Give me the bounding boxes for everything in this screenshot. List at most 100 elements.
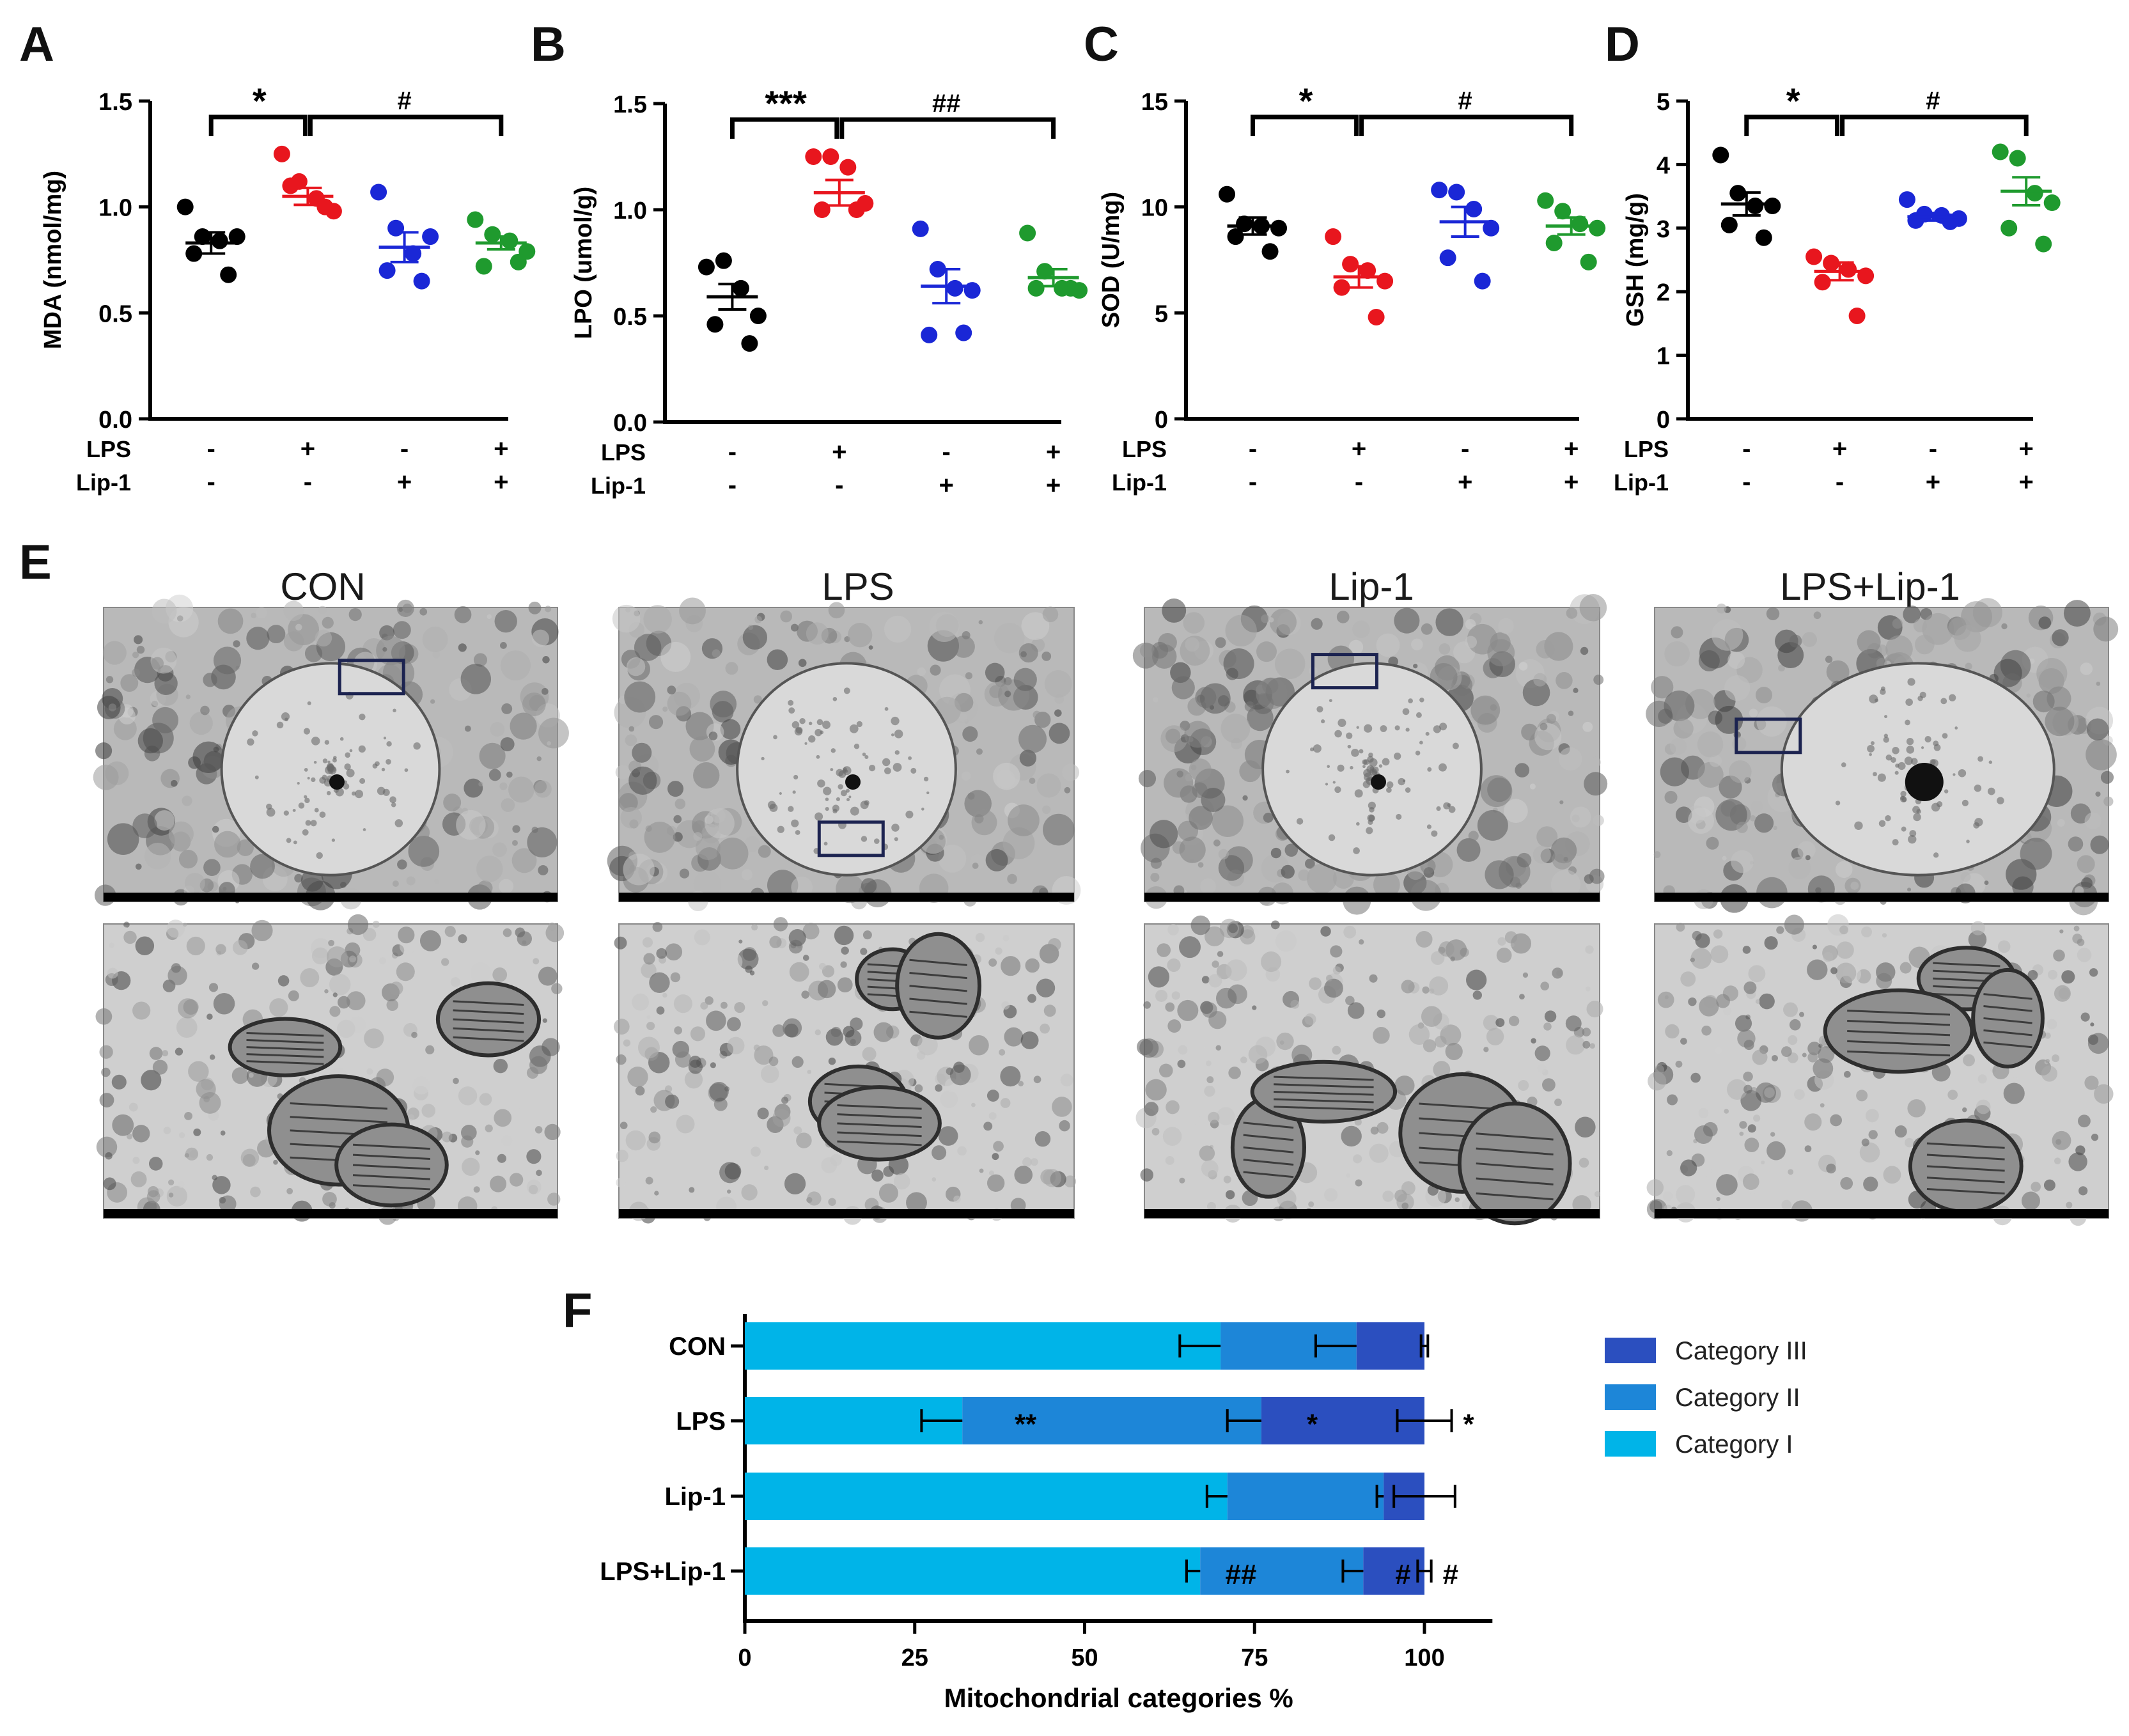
em-texture — [1883, 1166, 1901, 1184]
bar-segment — [1363, 1547, 1424, 1595]
em-texture — [1064, 786, 1071, 794]
em-texture — [422, 626, 448, 652]
em-texture — [708, 731, 718, 740]
em-texture — [2080, 1012, 2090, 1022]
em-texture — [1291, 1044, 1313, 1065]
em-texture — [674, 1026, 682, 1035]
em-texture — [95, 742, 113, 760]
em-texture — [1226, 1190, 1235, 1200]
em-texture — [1753, 1114, 1761, 1122]
em-texture — [1698, 650, 1720, 671]
em-texture — [324, 989, 329, 994]
em-chromatin — [316, 852, 323, 859]
em-texture — [1456, 838, 1481, 862]
lps-row-label: LPS — [1624, 436, 1669, 462]
em-texture — [135, 863, 142, 870]
em-texture — [1197, 862, 1204, 868]
em-texture — [1052, 1097, 1072, 1117]
em-chromatin — [788, 707, 795, 714]
em-chromatin — [1353, 847, 1360, 854]
em-texture — [123, 921, 130, 928]
em-texture — [710, 1062, 716, 1068]
em-texture — [1706, 836, 1719, 850]
em-chromatin — [831, 748, 836, 753]
em-chromatin — [830, 768, 834, 772]
em-texture — [1915, 634, 1935, 655]
em-texture — [1002, 935, 1010, 942]
em-texture — [378, 957, 387, 965]
em-texture — [2090, 1022, 2094, 1027]
em-texture — [1359, 939, 1364, 945]
em-chromatin — [302, 829, 309, 836]
em-chromatin — [1415, 750, 1421, 756]
em-texture — [1903, 605, 1921, 623]
em-texture — [1805, 855, 1811, 861]
em-chromatin — [1310, 747, 1314, 752]
data-point — [1712, 146, 1729, 164]
em-texture — [192, 741, 224, 774]
em-texture — [2091, 1134, 2099, 1141]
em-texture — [1788, 856, 1811, 880]
x-tick-label: 75 — [1241, 1645, 1268, 1671]
em-texture — [536, 756, 542, 762]
em-texture — [1947, 1090, 1958, 1100]
em-texture — [250, 1186, 261, 1198]
em-texture — [1747, 1124, 1756, 1133]
data-point — [1755, 229, 1772, 246]
em-texture — [1789, 634, 1802, 648]
em-texture — [193, 1128, 201, 1136]
em-texture — [665, 943, 683, 961]
em-chromatin — [894, 750, 900, 755]
legend-swatch — [1605, 1431, 1656, 1457]
em-chromatin — [1334, 786, 1341, 794]
em-chromatin — [346, 769, 355, 778]
em-texture — [200, 705, 210, 716]
em-chromatin — [1337, 718, 1346, 728]
em-texture — [985, 848, 1008, 872]
em-chromatin — [1885, 815, 1891, 822]
em-micrograph — [613, 917, 1077, 1225]
em-texture — [1537, 1064, 1547, 1074]
em-chromatin — [1904, 756, 1913, 765]
em-texture — [1008, 804, 1040, 836]
em-chromatin — [310, 820, 317, 827]
data-point — [2026, 185, 2043, 202]
em-info-bar — [619, 893, 1074, 902]
em-texture — [1223, 648, 1254, 679]
em-texture — [789, 962, 809, 982]
em-texture — [412, 1076, 431, 1095]
em-texture — [971, 1102, 976, 1107]
data-point — [732, 279, 749, 297]
em-texture — [1807, 1052, 1818, 1063]
em-texture — [612, 604, 641, 633]
data-point — [1805, 248, 1823, 265]
data-point — [1545, 234, 1563, 251]
em-chromatin — [1900, 795, 1905, 801]
em-texture — [476, 856, 503, 882]
em-texture — [1550, 870, 1581, 900]
em-chromatin — [311, 737, 320, 746]
em-chromatin — [882, 758, 891, 767]
em-texture — [1813, 1058, 1834, 1079]
em-texture — [93, 764, 119, 790]
em-texture — [2093, 616, 2119, 642]
em-texture — [1892, 618, 1903, 629]
em-texture — [2077, 948, 2092, 962]
sig-label-right: # — [397, 87, 411, 115]
em-texture — [1465, 619, 1476, 630]
em-chromatin — [825, 806, 829, 811]
em-texture — [1284, 843, 1298, 857]
em-texture — [315, 629, 332, 647]
em-texture — [120, 674, 139, 692]
em-chromatin — [1346, 732, 1353, 739]
em-texture — [953, 1195, 961, 1203]
em-texture — [2068, 836, 2084, 852]
em-texture — [1584, 772, 1608, 796]
em-texture — [300, 968, 320, 987]
em-chromatin — [363, 828, 366, 831]
em-chromatin — [303, 728, 311, 735]
em-texture — [506, 771, 513, 778]
em-texture — [1960, 872, 1971, 882]
em-texture — [1060, 1074, 1073, 1087]
em-texture — [1376, 633, 1400, 657]
